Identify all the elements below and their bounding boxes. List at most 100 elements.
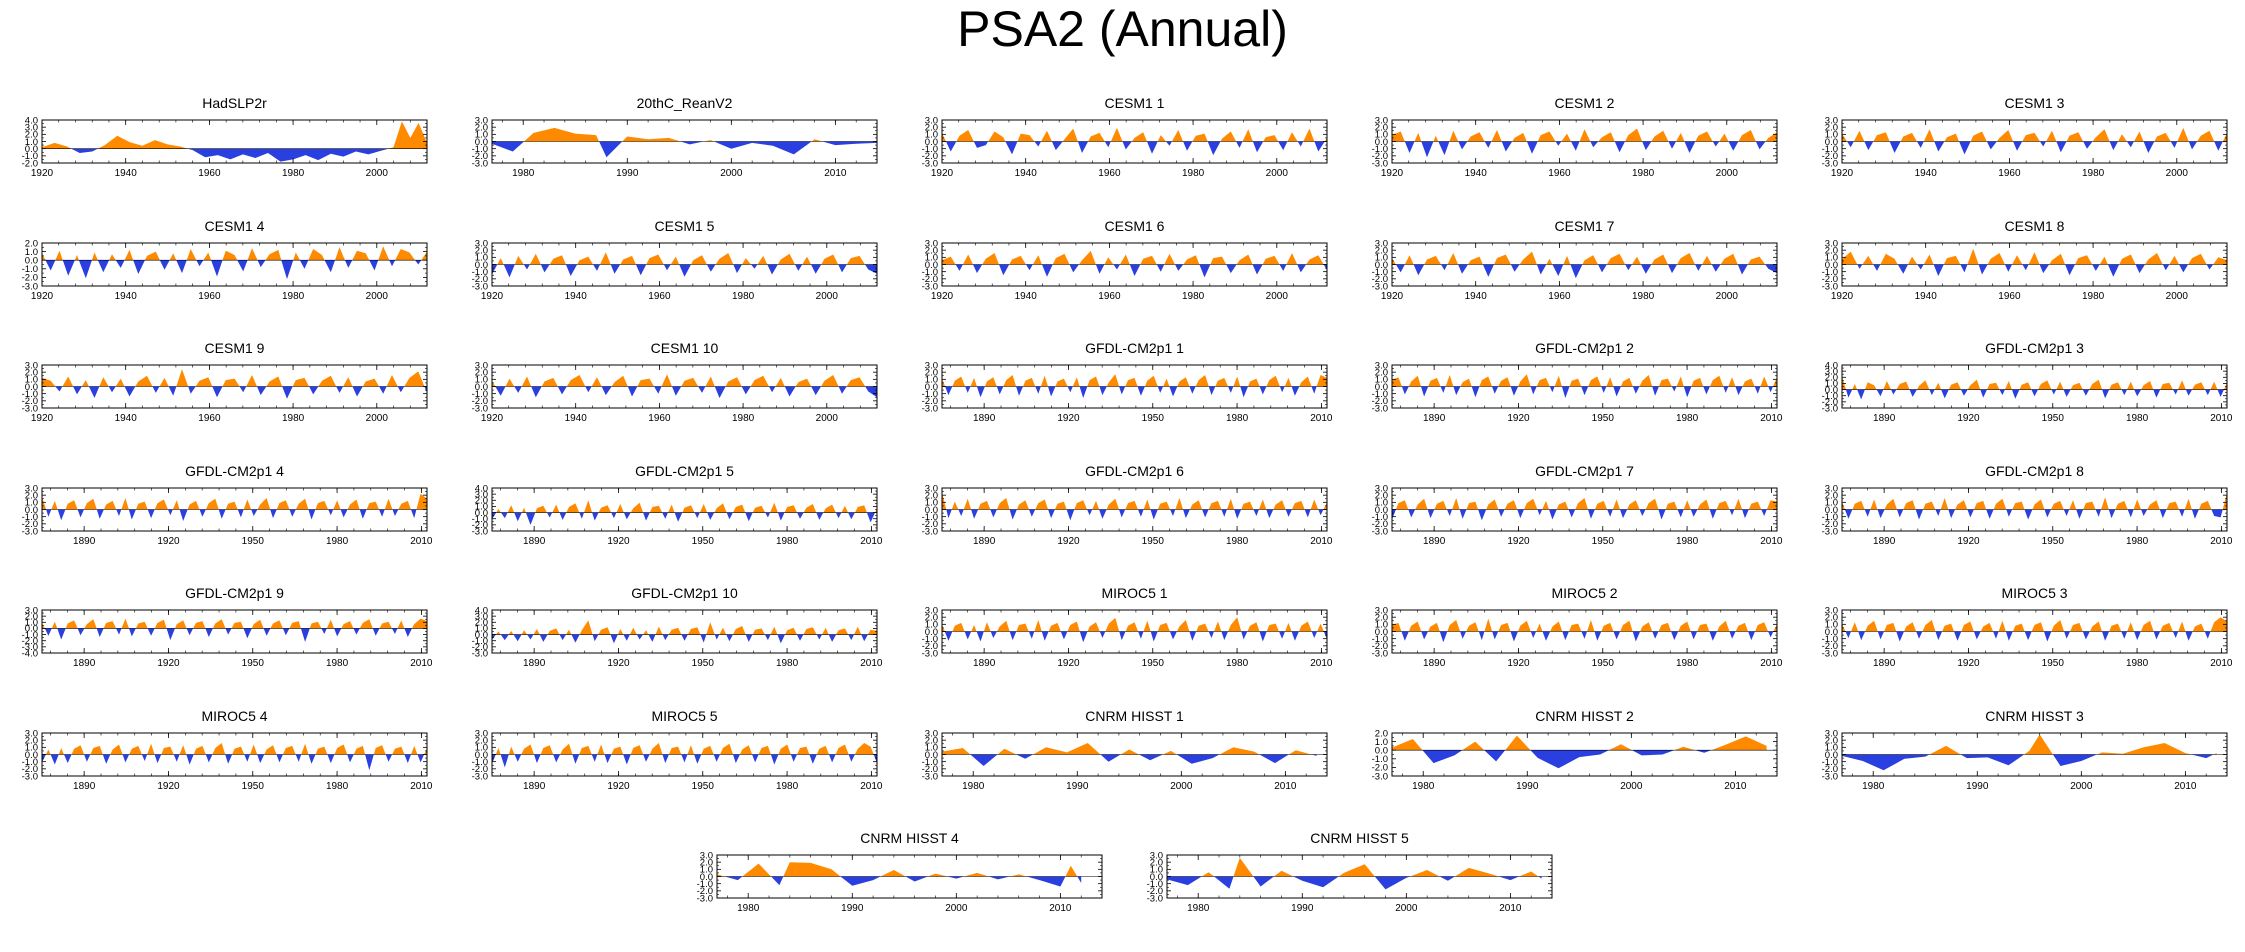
negative-area xyxy=(42,754,427,771)
y-tick-label: -1.0 xyxy=(922,512,938,523)
panel-title: GFDL-CM2p1 7 xyxy=(1535,463,1634,479)
y-tick-label: 0.0 xyxy=(475,750,488,761)
x-tick-label: 1980 xyxy=(732,291,755,302)
y-tick-label: 2.0 xyxy=(25,735,38,746)
y-tick-label: -3.0 xyxy=(922,281,938,292)
y-tick-label: 0.0 xyxy=(925,260,938,271)
y-tick-label: -1.0 xyxy=(922,144,938,155)
x-tick-label: 1980 xyxy=(1632,291,1655,302)
x-tick-label: 1920 xyxy=(1957,536,1980,547)
y-tick-label: 1.0 xyxy=(25,618,38,629)
y-tick-label: 2.0 xyxy=(25,130,38,141)
y-tick-label: -2.0 xyxy=(1372,274,1388,285)
y-tick-label: -2.0 xyxy=(1372,519,1388,530)
y-tick-label: -1.0 xyxy=(22,264,38,275)
panel-title: 20thC_ReanV2 xyxy=(637,95,733,111)
y-tick-label: 3.0 xyxy=(1375,238,1388,249)
x-tick-label: 1980 xyxy=(1187,903,1210,914)
y-tick-label: -3.0 xyxy=(472,403,488,414)
y-tick-label: 3.0 xyxy=(25,605,38,616)
panel-title: MIROC5 2 xyxy=(1551,585,1617,601)
panel-20thc-reanv2: 20thC_ReanV2 3.02.01.00.0-1.0-2.0-3.0 1980… xyxy=(472,95,878,179)
x-tick-label: 2010 xyxy=(410,536,433,547)
x-tick-label: 1950 xyxy=(2042,536,2065,547)
x-tick-label: 1980 xyxy=(732,413,755,424)
panel-title: CESM1 8 xyxy=(2005,218,2065,234)
x-tick-label: 1950 xyxy=(2042,413,2065,424)
x-tick-label: 1980 xyxy=(1226,413,1249,424)
x-tick-label: 1940 xyxy=(1915,168,1938,179)
x-tick-label: 1950 xyxy=(692,536,715,547)
x-tick-label: 2000 xyxy=(1266,168,1289,179)
y-tick-label: 1.0 xyxy=(475,375,488,386)
x-tick-label: 1920 xyxy=(607,658,630,669)
panel-title: CNRM HISST 3 xyxy=(1985,708,2084,724)
x-tick-label: 1940 xyxy=(1915,291,1938,302)
panel-title: CESM1 7 xyxy=(1555,218,1615,234)
y-tick-label: 1.0 xyxy=(475,253,488,264)
y-tick-label: 0.0 xyxy=(1150,872,1163,883)
y-tick-label: 0.0 xyxy=(1375,137,1388,148)
panel-gfdl-cm2p1-8: GFDL-CM2p1 8 3.02.01.00.0-1.0-2.0-3.0 1890… xyxy=(1822,463,2233,547)
y-tick-label: 2.0 xyxy=(1375,490,1388,501)
x-tick-label: 2000 xyxy=(1395,903,1418,914)
x-tick-label: 2010 xyxy=(1760,658,1783,669)
y-tick-label: -2.0 xyxy=(1822,274,1838,285)
x-tick-label: 2010 xyxy=(860,781,883,792)
y-tick-label: -1.0 xyxy=(1822,634,1838,645)
x-tick-label: 1920 xyxy=(1057,413,1080,424)
y-tick-label: 2.0 xyxy=(1375,245,1388,256)
y-tick-label: -3.0 xyxy=(922,771,938,782)
x-tick-label: 1920 xyxy=(931,291,954,302)
x-tick-label: 1960 xyxy=(1098,168,1121,179)
x-tick-label: 1950 xyxy=(1142,536,1165,547)
panel-title: CESM1 3 xyxy=(2005,95,2065,111)
y-tick-label: 1.0 xyxy=(25,375,38,386)
panel-gfdl-cm2p1-9: GFDL-CM2p1 9 3.02.01.00.0-1.0-2.0-3.0-4.0… xyxy=(22,585,433,669)
y-tick-label: 1.0 xyxy=(25,743,38,754)
panel-gfdl-cm2p1-7: GFDL-CM2p1 7 3.02.01.00.0-1.0-2.0-3.0 1890… xyxy=(1372,463,1783,547)
y-tick-label: -3.0 xyxy=(1372,403,1388,414)
y-tick-label: -3.0 xyxy=(1147,893,1163,904)
negative-area xyxy=(1392,750,1767,769)
x-tick-label: 1950 xyxy=(242,781,265,792)
positive-area xyxy=(942,743,1317,755)
y-tick-label: -2.0 xyxy=(472,520,488,531)
x-tick-label: 1940 xyxy=(1465,168,1488,179)
y-tick-label: 3.0 xyxy=(1825,483,1838,494)
y-tick-label: 0.0 xyxy=(925,382,938,393)
x-tick-label: 2010 xyxy=(1724,781,1747,792)
y-tick-label: -3.0 xyxy=(22,526,38,537)
y-tick-label: 0.0 xyxy=(1825,627,1838,638)
x-tick-label: 1980 xyxy=(326,781,349,792)
panel-gfdl-cm2p1-5: GFDL-CM2p1 5 4.03.02.01.00.0-1.0-2.0-3.0 1… xyxy=(472,463,883,547)
negative-area xyxy=(492,634,877,644)
y-tick-label: 0.0 xyxy=(1375,627,1388,638)
y-tick-label: -2.0 xyxy=(1822,764,1838,775)
y-tick-label: 3.0 xyxy=(25,483,38,494)
y-tick-label: -1.0 xyxy=(1822,267,1838,278)
x-tick-label: 1990 xyxy=(841,903,864,914)
x-tick-label: 1890 xyxy=(523,658,546,669)
x-tick-label: 1980 xyxy=(512,168,535,179)
x-tick-label: 2000 xyxy=(816,413,839,424)
y-tick-label: 1.0 xyxy=(925,498,938,509)
positive-area xyxy=(1392,374,1777,387)
x-tick-label: 1890 xyxy=(523,781,546,792)
y-tick-label: 3.0 xyxy=(475,728,488,739)
y-tick-label: 1.0 xyxy=(25,137,38,148)
positive-area xyxy=(42,618,427,629)
axes-frame xyxy=(41,242,428,287)
negative-area xyxy=(1167,876,1542,890)
positive-area xyxy=(492,620,877,635)
y-tick-label: -4.0 xyxy=(22,648,38,659)
panel-title: GFDL-CM2p1 10 xyxy=(631,585,738,601)
x-tick-label: 2000 xyxy=(816,291,839,302)
y-tick-label: 3.0 xyxy=(25,122,38,133)
x-tick-label: 1980 xyxy=(1182,291,1205,302)
x-tick-label: 1990 xyxy=(1516,781,1539,792)
y-tick-label: 1.0 xyxy=(925,620,938,631)
x-tick-label: 1890 xyxy=(1873,536,1896,547)
panel-miroc5-3: MIROC5 3 3.02.01.00.0-1.0-2.0-3.0 1890 1920… xyxy=(1822,585,2233,669)
